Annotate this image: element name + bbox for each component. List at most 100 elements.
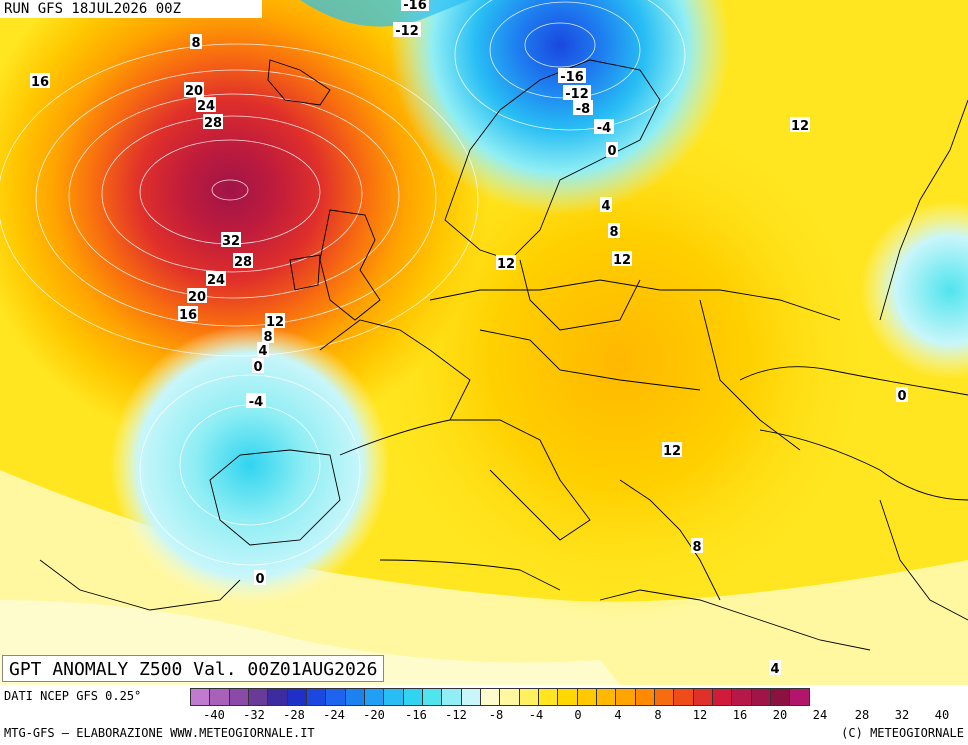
contour-label: 0 (252, 358, 264, 375)
colorbar-swatch (769, 688, 791, 706)
colorbar-swatch (363, 688, 385, 706)
svg-text:8: 8 (692, 540, 701, 555)
svg-text:12: 12 (663, 444, 681, 459)
colorbar-tick-label: -4 (528, 708, 544, 722)
svg-text:24: 24 (207, 273, 225, 288)
colorbar-swatch (247, 688, 269, 706)
colorbar-swatch (286, 688, 307, 706)
colorbar-swatch (789, 688, 810, 706)
colorbar-swatch (325, 688, 346, 706)
svg-text:0: 0 (607, 144, 616, 159)
colorbar-swatch (209, 688, 230, 706)
contour-label: -4 (246, 393, 266, 410)
colorbar-swatch (692, 688, 713, 706)
colorbar-tick-label: -16 (405, 708, 427, 722)
contour-label: 12 (790, 117, 810, 134)
svg-text:32: 32 (222, 234, 240, 249)
svg-text:4: 4 (770, 662, 779, 677)
svg-text:28: 28 (234, 255, 252, 270)
colorbar-tick-label: 24 (812, 708, 828, 722)
contour-label: 24 (196, 97, 216, 114)
colorbar-tick-label: 12 (692, 708, 708, 722)
colorbar-swatch (653, 688, 675, 706)
contour-label: 4 (769, 660, 781, 677)
contour-label: 16 (178, 306, 198, 323)
contour-label: -8 (573, 100, 593, 117)
contour-label: 24 (206, 271, 226, 288)
colorbar-swatch (576, 688, 597, 706)
contour-label: 20 (184, 82, 204, 99)
contour-label: 12 (496, 255, 516, 272)
contour-label: 20 (187, 288, 207, 305)
contour-label: 0 (254, 570, 266, 587)
svg-text:-4: -4 (597, 121, 611, 136)
contour-label: 4 (257, 342, 269, 359)
contour-label: -4 (594, 119, 614, 136)
svg-text:12: 12 (266, 315, 284, 330)
svg-text:12: 12 (791, 119, 809, 134)
colorbar-tick-label: 28 (854, 708, 870, 722)
copyright-label: (C) METEOGIORNALE (841, 726, 964, 740)
colorbar-swatch (750, 688, 771, 706)
colorbar-swatch (228, 688, 249, 706)
colorbar-tick-label: 20 (772, 708, 788, 722)
colorbar-swatch (479, 688, 501, 706)
colorbar-swatch (460, 688, 481, 706)
colorbar-tick-label: 32 (894, 708, 910, 722)
svg-text:12: 12 (497, 257, 515, 272)
colorbar-swatch (518, 688, 539, 706)
svg-text:-16: -16 (560, 70, 584, 85)
contour-label: -16 (401, 0, 429, 13)
contour-label: 32 (221, 232, 241, 249)
colorbar-swatch (499, 688, 520, 706)
svg-text:16: 16 (179, 308, 197, 323)
contour-label: 0 (606, 142, 618, 159)
credit-label: MTG-GFS — ELABORAZIONE WWW.METEOGIORNALE… (4, 726, 315, 740)
colorbar-swatch (711, 688, 733, 706)
svg-text:-8: -8 (576, 102, 590, 117)
colorbar-swatch (383, 688, 404, 706)
svg-text:20: 20 (185, 84, 203, 99)
contour-label: 12 (612, 251, 632, 268)
colorbar-swatch (673, 688, 694, 706)
svg-text:-4: -4 (249, 395, 263, 410)
contour-label: 28 (203, 114, 223, 131)
svg-text:8: 8 (263, 330, 272, 345)
colorbar-swatch (615, 688, 636, 706)
run-label: RUN GFS 18JUL2026 00Z (0, 0, 262, 18)
svg-text:-12: -12 (395, 24, 419, 39)
contour-label: 28 (233, 253, 253, 270)
contour-label: 8 (691, 538, 703, 555)
contour-label: 8 (608, 223, 620, 240)
svg-text:0: 0 (253, 360, 262, 375)
colorbar-swatch (557, 688, 578, 706)
svg-text:4: 4 (258, 344, 267, 359)
colorbar (190, 688, 810, 706)
contour-label: 8 (190, 34, 202, 51)
contour-label: 12 (662, 442, 682, 459)
colorbar-swatch (537, 688, 559, 706)
svg-text:12: 12 (613, 253, 631, 268)
svg-text:16: 16 (31, 75, 49, 90)
colorbar-tick-label: -24 (323, 708, 345, 722)
colorbar-tick-label: -8 (488, 708, 504, 722)
contour-label: 16 (30, 73, 50, 90)
svg-text:0: 0 (255, 572, 264, 587)
colorbar-tick-label: -20 (363, 708, 385, 722)
colorbar-swatch (267, 688, 288, 706)
colorbar-swatch (634, 688, 655, 706)
colorbar-ticks: -40 -32 -28 -24 -20 -16 -12 -8 -4 0 4 8 12 16 20 24 28 32… (190, 708, 965, 722)
contour-label: -16 (558, 68, 586, 85)
colorbar-tick-label: -40 (203, 708, 225, 722)
contour-label: -12 (563, 85, 591, 102)
contour-label: -12 (393, 22, 421, 39)
colorbar-swatch (190, 688, 211, 706)
contour-label: 0 (896, 387, 908, 404)
contour-label: 12 (265, 313, 285, 330)
svg-text:8: 8 (609, 225, 618, 240)
colorbar-tick-label: -12 (445, 708, 467, 722)
svg-text:4: 4 (601, 199, 610, 214)
colorbar-tick-label: 8 (654, 708, 662, 722)
